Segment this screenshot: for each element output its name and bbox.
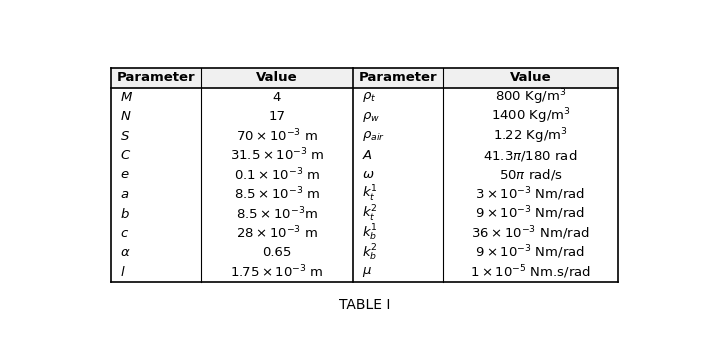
Text: Parameter: Parameter [358, 71, 437, 84]
Text: $0.1 \times 10^{-3}$ m: $0.1 \times 10^{-3}$ m [234, 167, 320, 183]
Text: TABLE I: TABLE I [338, 298, 390, 312]
Text: $a$: $a$ [120, 188, 129, 201]
Text: 0.65: 0.65 [262, 246, 292, 259]
Text: $e$: $e$ [120, 168, 129, 181]
Text: $M$: $M$ [120, 91, 133, 104]
Text: $C$: $C$ [120, 149, 131, 162]
Text: $41.3\pi/180$ rad: $41.3\pi/180$ rad [483, 148, 577, 163]
Text: $k_t^2$: $k_t^2$ [362, 204, 378, 224]
Text: $b$: $b$ [120, 207, 129, 221]
Text: Parameter: Parameter [117, 71, 196, 84]
Text: 800 Kg/m$^3$: 800 Kg/m$^3$ [495, 87, 566, 107]
Text: 1400 Kg/m$^3$: 1400 Kg/m$^3$ [491, 107, 570, 126]
Text: $A$: $A$ [362, 149, 373, 162]
Text: $k_t^1$: $k_t^1$ [362, 184, 378, 204]
Text: $70 \times 10^{-3}$ m: $70 \times 10^{-3}$ m [236, 128, 318, 144]
Text: $8.5 \times 10^{-3}$m: $8.5 \times 10^{-3}$m [236, 205, 318, 222]
Bar [353, 68, 443, 87]
Text: $\omega$: $\omega$ [362, 168, 374, 181]
Text: $k_b^1$: $k_b^1$ [362, 223, 378, 243]
Text: Value: Value [510, 71, 551, 84]
Text: $k_b^2$: $k_b^2$ [362, 242, 378, 263]
Text: 1.22 Kg/m$^3$: 1.22 Kg/m$^3$ [493, 126, 568, 146]
Text: Value: Value [256, 71, 298, 84]
Text: $36 \times 10^{-3}$ Nm/rad: $36 \times 10^{-3}$ Nm/rad [471, 224, 589, 242]
Text: $\rho_t$: $\rho_t$ [362, 90, 376, 104]
Text: 17: 17 [269, 110, 286, 123]
Text: $\rho_{air}$: $\rho_{air}$ [362, 129, 385, 143]
Bar [443, 68, 618, 87]
Text: $S$: $S$ [120, 130, 130, 143]
Text: $28 \times 10^{-3}$ m: $28 \times 10^{-3}$ m [236, 225, 318, 242]
Text: $N$: $N$ [120, 110, 132, 123]
Bar [201, 68, 353, 87]
Text: $\rho_w$: $\rho_w$ [362, 110, 380, 123]
Text: $1 \times 10^{-5}$ Nm.s/rad: $1 \times 10^{-5}$ Nm.s/rad [470, 263, 591, 281]
Bar [111, 68, 201, 87]
Text: $9 \times 10^{-3}$ Nm/rad: $9 \times 10^{-3}$ Nm/rad [476, 205, 585, 222]
Text: $l$: $l$ [120, 265, 126, 279]
Text: $1.75 \times 10^{-3}$ m: $1.75 \times 10^{-3}$ m [230, 264, 324, 280]
Text: $c$: $c$ [120, 226, 129, 240]
Text: $50\pi$ rad/s: $50\pi$ rad/s [498, 167, 562, 183]
Text: $8.5 \times 10^{-3}$ m: $8.5 \times 10^{-3}$ m [234, 186, 320, 203]
Text: $\alpha$: $\alpha$ [120, 246, 131, 259]
Text: 4: 4 [273, 91, 281, 104]
Text: $3 \times 10^{-3}$ Nm/rad: $3 \times 10^{-3}$ Nm/rad [476, 185, 585, 203]
Text: $\mu$: $\mu$ [362, 265, 372, 279]
Text: $31.5 \times 10^{-3}$ m: $31.5 \times 10^{-3}$ m [230, 147, 324, 164]
Text: $9 \times 10^{-3}$ Nm/rad: $9 \times 10^{-3}$ Nm/rad [476, 244, 585, 261]
